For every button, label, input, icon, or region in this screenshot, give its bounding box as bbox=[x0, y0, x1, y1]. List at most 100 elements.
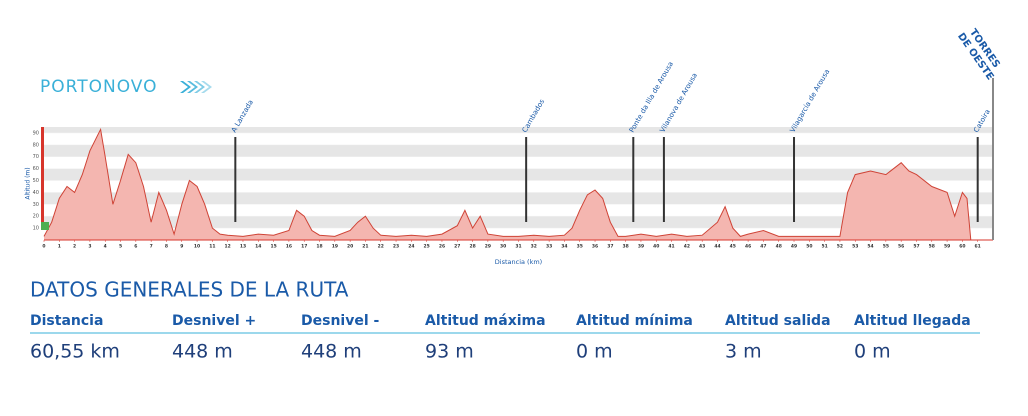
x-tick-label: 7 bbox=[150, 244, 153, 250]
data-table: Distancia 60,55 km Desnivel + 448 m Desnivel… bbox=[30, 313, 971, 363]
x-tick-label: 34 bbox=[561, 244, 567, 250]
x-tick-label: 47 bbox=[760, 244, 766, 250]
x-tick-label: 44 bbox=[714, 244, 720, 250]
table-value: 0 m bbox=[576, 341, 613, 363]
x-tick-label: 38 bbox=[623, 244, 629, 250]
table-value: 448 m bbox=[301, 341, 362, 363]
table-value: 93 m bbox=[425, 341, 474, 363]
grid-band bbox=[44, 216, 993, 229]
x-tick-label: 37 bbox=[607, 244, 613, 250]
x-tick-label: 9 bbox=[180, 244, 183, 250]
grid-band bbox=[44, 144, 993, 157]
elevation-area bbox=[44, 129, 971, 240]
route-start-title: PORTONOVO bbox=[40, 77, 157, 97]
y-tick-label: 40 bbox=[33, 190, 39, 196]
x-tick-label: 60 bbox=[959, 244, 965, 250]
y-tick-label: 80 bbox=[33, 142, 39, 148]
table-header: Desnivel - bbox=[301, 313, 380, 329]
grid-band bbox=[44, 192, 993, 205]
table-header: Altitud máxima bbox=[425, 313, 546, 329]
x-tick-label: 15 bbox=[270, 244, 276, 250]
x-tick-label: 5 bbox=[119, 244, 122, 250]
x-tick-label: 49 bbox=[791, 244, 797, 250]
x-tick-label: 13 bbox=[240, 244, 246, 250]
x-tick-label: 52 bbox=[837, 244, 843, 250]
x-tick-label: 61 bbox=[975, 244, 981, 250]
x-tick-label: 3 bbox=[88, 244, 91, 250]
x-tick-label: 14 bbox=[255, 244, 261, 250]
table-header: Desnivel + bbox=[172, 313, 256, 329]
x-tick-label: 50 bbox=[806, 244, 812, 250]
x-tick-label: 25 bbox=[424, 244, 430, 250]
y-tick-label: 30 bbox=[33, 202, 39, 208]
x-tick-label: 55 bbox=[883, 244, 889, 250]
x-tick-label: 43 bbox=[699, 244, 705, 250]
table-header: Altitud salida bbox=[725, 313, 831, 329]
x-axis-label: Distancia (km) bbox=[495, 258, 542, 266]
table-value: 0 m bbox=[854, 341, 891, 363]
y-tick-label: 60 bbox=[33, 166, 39, 172]
x-tick-label: 40 bbox=[653, 244, 659, 250]
x-tick-label: 59 bbox=[944, 244, 950, 250]
x-tick-label: 26 bbox=[439, 244, 445, 250]
x-tick-label: 23 bbox=[393, 244, 399, 250]
x-tick-label: 16 bbox=[286, 244, 292, 250]
table-header: Altitud llegada bbox=[854, 313, 971, 329]
x-tick-label: 31 bbox=[515, 244, 521, 250]
x-tick-label: 12 bbox=[225, 244, 231, 250]
elevation-line bbox=[43, 127, 972, 241]
table-value: 60,55 km bbox=[30, 341, 120, 363]
x-tick-label: 41 bbox=[668, 244, 674, 250]
x-tick-label: 35 bbox=[577, 244, 583, 250]
x-tick-label: 42 bbox=[684, 244, 690, 250]
x-tick-label: 8 bbox=[165, 244, 168, 250]
x-tick-label: 48 bbox=[776, 244, 782, 250]
x-tick-label: 11 bbox=[209, 244, 215, 250]
x-tick-label: 21 bbox=[362, 244, 368, 250]
x-tick-label: 0 bbox=[42, 244, 45, 250]
x-tick-label: 54 bbox=[867, 244, 873, 250]
x-tick-label: 10 bbox=[194, 244, 200, 250]
x-tick-label: 39 bbox=[638, 244, 644, 250]
y-tick-label: 20 bbox=[33, 214, 39, 220]
x-tick-label: 46 bbox=[745, 244, 751, 250]
x-tick-label: 28 bbox=[469, 244, 475, 250]
x-tick-label: 4 bbox=[104, 244, 107, 250]
start-marker bbox=[41, 222, 49, 230]
x-tick-label: 45 bbox=[730, 244, 736, 250]
table-header: Altitud mínima bbox=[576, 313, 693, 329]
y-tick-label: 70 bbox=[33, 154, 39, 160]
table-header: Distancia bbox=[30, 313, 103, 329]
y-tick-label: 10 bbox=[33, 226, 39, 232]
x-tick-label: 2 bbox=[73, 244, 76, 250]
x-tick-label: 30 bbox=[500, 244, 506, 250]
y-tick-label: 50 bbox=[33, 178, 39, 184]
x-tick-label: 22 bbox=[378, 244, 384, 250]
x-tick-label: 6 bbox=[134, 244, 137, 250]
x-tick-label: 53 bbox=[852, 244, 858, 250]
grid-band bbox=[44, 168, 993, 181]
x-tick-label: 32 bbox=[531, 244, 537, 250]
y-tick-label: 90 bbox=[33, 130, 39, 136]
y-axis-label: Altitud (m) bbox=[25, 167, 32, 199]
table-title: DATOS GENERALES DE LA RUTA bbox=[30, 278, 349, 302]
grid-band bbox=[44, 127, 993, 133]
arrows-icon bbox=[180, 81, 212, 93]
x-tick-label: 56 bbox=[898, 244, 904, 250]
x-tick-label: 29 bbox=[485, 244, 491, 250]
x-tick-label: 58 bbox=[929, 244, 935, 250]
x-tick-label: 36 bbox=[592, 244, 598, 250]
y-axis-bar bbox=[41, 127, 44, 226]
x-tick-label: 20 bbox=[347, 244, 353, 250]
place-label: Vilagarcía de Arousa bbox=[789, 68, 832, 134]
x-tick-label: 17 bbox=[301, 244, 307, 250]
x-tick-label: 57 bbox=[913, 244, 919, 250]
x-tick-label: 33 bbox=[546, 244, 552, 250]
table-value: 3 m bbox=[725, 341, 762, 363]
x-tick-label: 27 bbox=[454, 244, 460, 250]
x-tick-label: 18 bbox=[316, 244, 322, 250]
x-tick-label: 19 bbox=[332, 244, 338, 250]
